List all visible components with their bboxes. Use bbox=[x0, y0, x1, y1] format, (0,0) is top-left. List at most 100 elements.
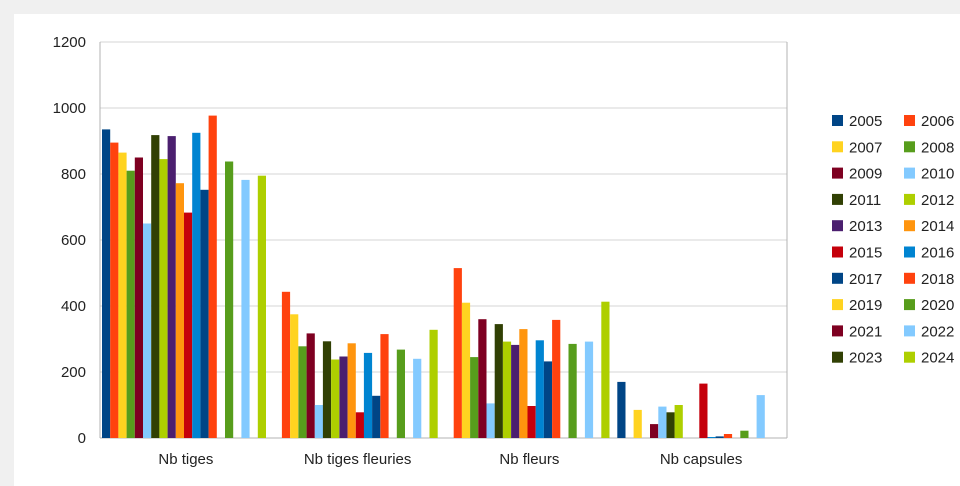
bar bbox=[290, 314, 299, 439]
legend-swatch bbox=[904, 193, 915, 205]
y-tick-label: 0 bbox=[78, 430, 86, 447]
bar bbox=[543, 361, 553, 438]
bar bbox=[314, 405, 323, 438]
bar bbox=[355, 412, 364, 438]
bar bbox=[486, 403, 495, 438]
bar bbox=[208, 115, 217, 438]
bar bbox=[519, 329, 528, 438]
legend-label: 2015 bbox=[849, 245, 882, 262]
bar bbox=[535, 340, 544, 438]
y-tick-label: 600 bbox=[61, 232, 86, 249]
bar bbox=[306, 333, 315, 438]
legend-swatch bbox=[904, 141, 915, 153]
x-category-label: Nb tiges bbox=[158, 451, 213, 468]
bar bbox=[134, 157, 143, 438]
legend-label: 2018 bbox=[921, 271, 954, 288]
legend-item: 2008 bbox=[904, 139, 954, 156]
legend-item: 2016 bbox=[904, 245, 954, 262]
legend-swatch bbox=[832, 141, 843, 153]
bar bbox=[126, 170, 135, 438]
bar bbox=[184, 212, 193, 438]
bar bbox=[257, 175, 266, 438]
bar bbox=[461, 302, 471, 438]
legend-label: 2024 bbox=[921, 350, 954, 367]
legend-label: 2005 bbox=[849, 113, 882, 130]
legend-swatch bbox=[832, 220, 843, 232]
bar bbox=[372, 395, 381, 438]
legend-label: 2014 bbox=[921, 218, 954, 235]
bar bbox=[175, 183, 184, 438]
legend-swatch bbox=[832, 193, 843, 205]
legend-swatch bbox=[832, 115, 843, 126]
bar bbox=[322, 341, 332, 438]
bar bbox=[396, 349, 405, 438]
y-tick-label: 800 bbox=[61, 166, 86, 183]
bar bbox=[478, 319, 487, 438]
bar bbox=[363, 352, 373, 438]
legend-label: 2011 bbox=[849, 192, 881, 209]
legend-swatch bbox=[904, 220, 915, 232]
bar bbox=[740, 430, 749, 438]
y-tick-label: 400 bbox=[61, 298, 86, 315]
legend-label: 2009 bbox=[849, 166, 882, 183]
legend-item: 2015 bbox=[832, 245, 882, 262]
legend-swatch bbox=[904, 299, 915, 311]
legend-item: 2017 bbox=[832, 271, 882, 288]
legend: 2005 2006 2007 2008 2009 2010 2011 2012 2013 2014… bbox=[832, 113, 954, 367]
legend-label: 2006 bbox=[921, 113, 954, 130]
legend-swatch bbox=[904, 272, 915, 284]
legend-item: 2019 bbox=[832, 297, 882, 314]
y-tick-label: 1200 bbox=[53, 34, 86, 51]
legend-swatch bbox=[904, 246, 915, 258]
bar bbox=[143, 223, 152, 438]
legend-item: 2010 bbox=[904, 166, 954, 183]
bar bbox=[225, 161, 234, 438]
legend-item: 2018 bbox=[904, 271, 954, 288]
legend-label: 2017 bbox=[849, 271, 882, 288]
bar bbox=[200, 189, 209, 438]
bar bbox=[756, 395, 765, 438]
legend-swatch bbox=[904, 167, 915, 179]
bar bbox=[167, 136, 176, 438]
bars bbox=[102, 115, 765, 439]
legend-item: 2005 bbox=[832, 113, 882, 130]
bar bbox=[118, 152, 127, 438]
bar bbox=[470, 357, 479, 438]
legend-item: 2014 bbox=[904, 218, 954, 235]
x-category-label: Nb fleurs bbox=[499, 451, 559, 468]
bar bbox=[102, 129, 111, 438]
bar bbox=[453, 268, 462, 438]
bar bbox=[715, 436, 724, 438]
legend-swatch bbox=[832, 272, 843, 284]
legend-item: 2006 bbox=[904, 113, 954, 130]
bar bbox=[110, 142, 119, 438]
legend-label: 2012 bbox=[921, 192, 954, 209]
x-axis-categories: Nb tiges Nb tiges fleuries Nb fleurs Nb cap… bbox=[158, 451, 742, 468]
bar bbox=[511, 344, 520, 438]
legend-item: 2021 bbox=[832, 323, 882, 340]
legend-swatch bbox=[904, 351, 915, 363]
y-tick-label: 1000 bbox=[53, 100, 86, 117]
bar bbox=[281, 291, 291, 438]
bar bbox=[502, 341, 512, 438]
bar bbox=[241, 179, 250, 438]
legend-item: 2023 bbox=[832, 350, 882, 367]
legend-swatch bbox=[832, 167, 843, 179]
legend-label: 2021 bbox=[849, 323, 882, 340]
chart-panel: 0 200 400 600 800 1000 1200 Nb tiges Nb tiges f… bbox=[14, 14, 960, 486]
legend-label: 2019 bbox=[849, 297, 882, 314]
bar bbox=[192, 132, 201, 439]
bar bbox=[339, 356, 348, 438]
bar bbox=[584, 341, 594, 438]
legend-label: 2016 bbox=[921, 245, 954, 262]
bar bbox=[298, 346, 307, 438]
bar bbox=[633, 409, 642, 438]
legend-item: 2007 bbox=[832, 139, 882, 156]
bar bbox=[494, 324, 503, 438]
bar bbox=[159, 159, 168, 438]
legend-item: 2009 bbox=[832, 166, 882, 183]
bar bbox=[658, 406, 667, 438]
legend-label: 2008 bbox=[921, 139, 954, 156]
legend-swatch bbox=[904, 115, 915, 126]
bar bbox=[429, 329, 438, 438]
